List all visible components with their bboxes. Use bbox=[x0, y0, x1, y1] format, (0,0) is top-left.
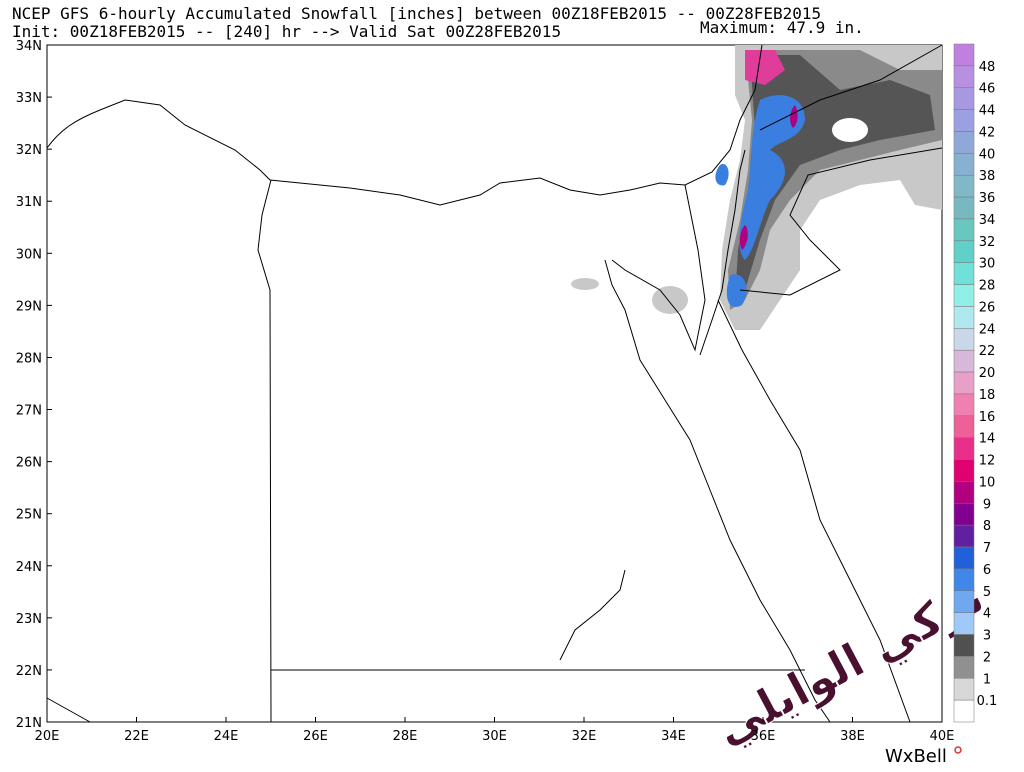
colorbar-swatch bbox=[953, 678, 975, 701]
colorbar-swatch bbox=[953, 393, 975, 417]
colorbar-swatch bbox=[953, 65, 975, 88]
colorbar-label: 24 bbox=[979, 322, 996, 337]
colorbar-swatch bbox=[953, 459, 975, 482]
title: NCEP GFS 6-hourly Accumulated Snowfall [… bbox=[12, 4, 821, 23]
colorbar: 4846444240383634323028262422201816141210… bbox=[953, 43, 998, 723]
map bbox=[46, 44, 943, 723]
colorbar-swatch bbox=[953, 546, 975, 570]
colorbar-label: 1 bbox=[983, 672, 991, 687]
colorbar-label: 18 bbox=[979, 388, 996, 403]
colorbar-label: 16 bbox=[979, 410, 996, 425]
colorbar-label: 9 bbox=[983, 497, 991, 512]
colorbar-swatch bbox=[953, 153, 975, 176]
lon-label: 34E bbox=[661, 729, 686, 744]
lat-label: 24N bbox=[16, 560, 42, 575]
colorbar-swatch bbox=[953, 524, 975, 548]
colorbar-label: 0.1 bbox=[977, 694, 998, 709]
lat-label: 23N bbox=[16, 612, 42, 627]
colorbar-swatch bbox=[953, 656, 975, 679]
colorbar-swatch bbox=[953, 481, 975, 504]
colorbar-label: 40 bbox=[979, 147, 996, 162]
lat-label: 30N bbox=[16, 247, 42, 262]
lat-label: 29N bbox=[16, 299, 42, 314]
colorbar-swatch bbox=[953, 262, 975, 285]
colorbar-label: 8 bbox=[983, 519, 991, 534]
colorbar-swatch bbox=[953, 196, 975, 220]
colorbar-label: 4 bbox=[983, 607, 991, 622]
lat-label: 26N bbox=[16, 456, 42, 471]
colorbar-swatch bbox=[953, 634, 975, 657]
credit: WxBell bbox=[885, 746, 947, 767]
colorbar-label: 30 bbox=[979, 257, 996, 272]
colorbar-swatch bbox=[953, 43, 975, 67]
colorbar-label: 10 bbox=[979, 475, 996, 490]
colorbar-swatch bbox=[953, 612, 975, 635]
lon-label: 24E bbox=[214, 729, 239, 744]
colorbar-swatch bbox=[953, 437, 975, 460]
lon-label: 26E bbox=[303, 729, 328, 744]
colorbar-swatch bbox=[953, 503, 975, 526]
colorbar-swatch bbox=[953, 240, 975, 263]
lon-label: 22E bbox=[124, 729, 149, 744]
lon-label: 20E bbox=[35, 729, 60, 744]
lon-label: 30E bbox=[482, 729, 507, 744]
lat-label: 21N bbox=[16, 716, 42, 731]
colorbar-swatch bbox=[953, 218, 975, 242]
colorbar-label: 44 bbox=[979, 104, 996, 119]
lat-label: 28N bbox=[16, 351, 42, 366]
lon-label: 38E bbox=[840, 729, 865, 744]
lon-label: 28E bbox=[393, 729, 418, 744]
colorbar-swatch bbox=[953, 699, 975, 723]
colorbar-label: 6 bbox=[983, 563, 991, 578]
colorbar-swatch bbox=[953, 415, 975, 438]
colorbar-label: 26 bbox=[979, 300, 996, 315]
colorbar-label: 28 bbox=[979, 279, 996, 294]
colorbar-label: 22 bbox=[979, 344, 996, 359]
lat-label: 22N bbox=[16, 664, 42, 679]
subtitle: Init: 00Z18FEB2015 -- [240] hr --> Valid… bbox=[12, 22, 561, 41]
lat-label: 25N bbox=[16, 508, 42, 523]
colorbar-label: 2 bbox=[983, 650, 991, 665]
maximum: Maximum: 47.9 in. bbox=[700, 18, 864, 37]
credit-dot bbox=[954, 746, 962, 754]
colorbar-swatch bbox=[953, 306, 975, 329]
colorbar-label: 38 bbox=[979, 169, 996, 184]
colorbar-label: 42 bbox=[979, 125, 996, 140]
colorbar-label: 46 bbox=[979, 82, 996, 97]
colorbar-swatch bbox=[953, 109, 975, 132]
lon-label: 32E bbox=[572, 729, 597, 744]
colorbar-swatch bbox=[953, 328, 975, 351]
colorbar-label: 5 bbox=[983, 585, 991, 600]
lat-label: 34N bbox=[16, 39, 42, 54]
colorbar-label: 14 bbox=[979, 432, 996, 447]
lat-label: 32N bbox=[16, 143, 42, 158]
lon-label: 36E bbox=[751, 729, 776, 744]
lat-label: 27N bbox=[16, 404, 42, 419]
lon-label: 40E bbox=[930, 729, 955, 744]
colorbar-label: 3 bbox=[983, 629, 991, 644]
colorbar-swatch bbox=[953, 590, 975, 613]
colorbar-label: 48 bbox=[979, 60, 996, 75]
colorbar-swatch bbox=[953, 284, 975, 307]
lat-label: 31N bbox=[16, 195, 42, 210]
colorbar-label: 12 bbox=[979, 454, 996, 469]
colorbar-label: 7 bbox=[983, 541, 991, 556]
lat-label: 33N bbox=[16, 91, 42, 106]
colorbar-swatch bbox=[953, 568, 975, 592]
colorbar-swatch bbox=[953, 371, 975, 395]
colorbar-label: 20 bbox=[979, 366, 996, 381]
colorbar-swatch bbox=[953, 131, 975, 154]
colorbar-swatch bbox=[953, 87, 975, 110]
colorbar-swatch bbox=[953, 349, 975, 373]
colorbar-swatch bbox=[953, 174, 975, 198]
colorbar-label: 32 bbox=[979, 235, 996, 250]
colorbar-label: 36 bbox=[979, 191, 996, 206]
colorbar-label: 34 bbox=[979, 213, 996, 228]
